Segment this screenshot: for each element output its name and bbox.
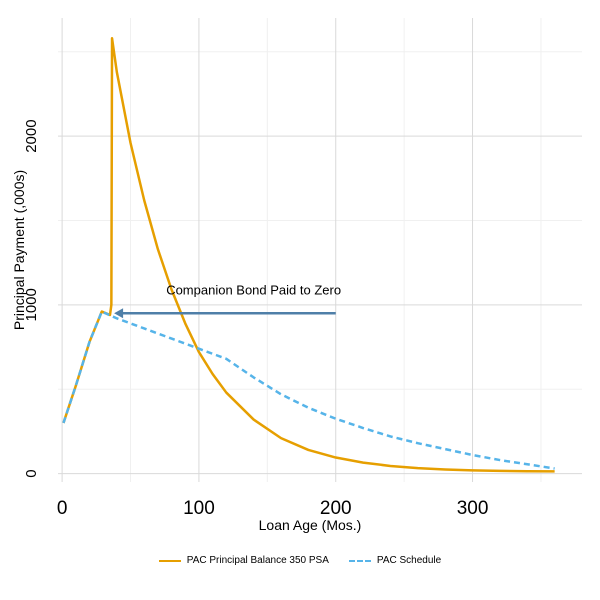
legend-label-pac-balance: PAC Principal Balance 350 PSA <box>186 555 329 566</box>
x-axis-title: Loan Age (Mos.) <box>259 517 362 533</box>
y-axis-title: Principal Payment (,000s) <box>11 170 27 330</box>
annotation-text: Companion Bond Paid to Zero <box>166 283 341 298</box>
series-line-pac-schedule <box>62 310 555 470</box>
legend-label-pac-schedule: PAC Schedule <box>376 555 442 566</box>
y-tick-label: 1000 <box>23 288 40 321</box>
legend-swatch-pac-balance <box>158 559 181 562</box>
legend-swatch-pac-schedule <box>348 559 371 562</box>
y-tick-label: 0 <box>23 469 40 477</box>
legend-item: PAC Schedule <box>348 555 442 566</box>
annotation-arrow-head <box>114 308 124 319</box>
x-tick-label: 200 <box>320 498 352 519</box>
legend-item: PAC Principal Balance 350 PSA <box>158 555 329 566</box>
series-layer <box>62 37 555 473</box>
x-tick-label: 0 <box>57 498 68 519</box>
axes: 0 100 200 300 0 1000 2000 <box>23 119 488 519</box>
legend: PAC Principal Balance 350 PSA PAC Schedu… <box>0 555 600 566</box>
series-line-pac-balance <box>62 37 555 473</box>
grid <box>58 18 582 482</box>
x-tick-label: 300 <box>457 498 489 519</box>
y-tick-label: 2000 <box>23 119 40 152</box>
annotation: Companion Bond Paid to Zero <box>114 283 341 319</box>
x-tick-label: 100 <box>183 498 215 519</box>
